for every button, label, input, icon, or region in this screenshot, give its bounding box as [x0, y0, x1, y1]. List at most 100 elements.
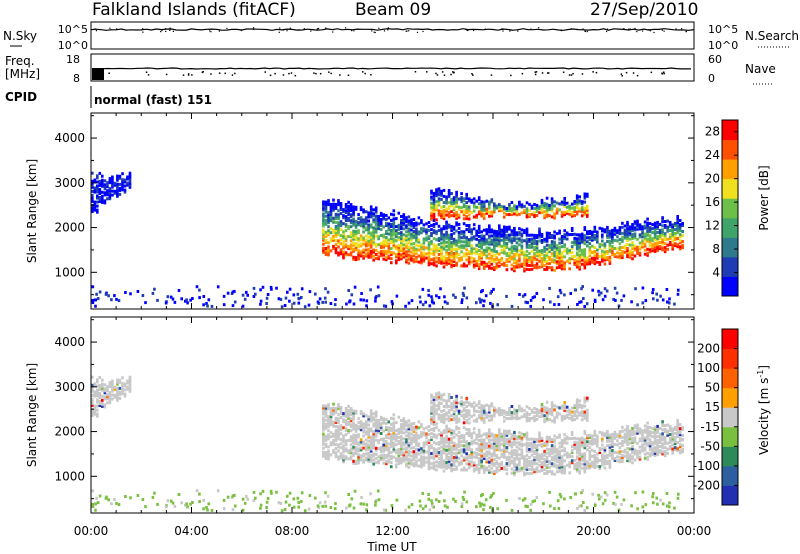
power-cell [633, 222, 637, 226]
velocity-cell [671, 435, 674, 439]
power-cell [374, 296, 377, 300]
velocity-cell [447, 409, 451, 413]
power-cell [477, 234, 481, 238]
power-cell [525, 231, 529, 235]
power-cell [400, 257, 403, 261]
velocity-cell [362, 424, 365, 428]
power-cell [663, 250, 667, 254]
power-cell [515, 237, 519, 241]
velocity-cell [372, 454, 375, 458]
power-cell [633, 254, 637, 258]
velocity-cell [488, 434, 491, 438]
velocity-cell [374, 452, 378, 456]
power-cell [638, 223, 642, 227]
power-cell [563, 199, 566, 202]
power-cell [628, 237, 632, 241]
power-cell [420, 229, 423, 233]
velocity-cell [570, 455, 574, 459]
velocity-cell [349, 419, 353, 423]
velocity-cell [447, 399, 451, 403]
velocity-cell [678, 443, 682, 447]
velocity-cell [618, 442, 622, 446]
power-cell [550, 260, 554, 264]
velocity-cell [482, 446, 486, 450]
velocity-cell [493, 449, 496, 453]
power-cell [611, 249, 614, 252]
noise-dot [252, 28, 254, 30]
velocity-cell [324, 412, 328, 416]
power-cell [573, 214, 576, 218]
power-cell [327, 249, 330, 253]
power-cell [608, 247, 612, 251]
velocity-cell [327, 419, 330, 423]
noise-dot [165, 30, 167, 32]
velocity-cell [673, 436, 677, 439]
power-cell [202, 303, 205, 307]
power-cell [397, 256, 401, 259]
velocity-cell [329, 421, 333, 425]
power-cell [543, 253, 546, 257]
velocity-cell [658, 435, 662, 438]
power-cell [405, 254, 408, 258]
power-cell [525, 259, 529, 263]
power-cell [332, 244, 335, 248]
power-cell [412, 246, 416, 250]
power-cell [580, 206, 584, 210]
power-cell [586, 194, 589, 198]
velocity-cell [427, 463, 431, 467]
velocity-cell [510, 437, 514, 441]
velocity-cell [553, 448, 556, 452]
power-cell [455, 249, 458, 253]
velocity-cell [500, 452, 504, 456]
power-cell [510, 249, 514, 253]
power-cell [553, 214, 556, 218]
velocity-cell [470, 436, 473, 440]
power-cell [353, 285, 357, 289]
power-cell [513, 234, 516, 238]
power-cell [575, 200, 579, 204]
velocity-cell [540, 442, 544, 446]
power-cell [503, 251, 506, 255]
power-cell [525, 243, 529, 247]
power-cell [482, 234, 486, 238]
velocity-cell [387, 454, 391, 458]
velocity-cell [352, 417, 355, 421]
velocity-cell [412, 462, 416, 466]
power-cell [447, 237, 451, 241]
power-cell [121, 178, 124, 182]
power-cell [440, 237, 443, 241]
velocity-cell [543, 472, 546, 475]
power-cell [450, 249, 453, 253]
velocity-cell [385, 444, 388, 448]
power-cell [505, 238, 509, 241]
power-cell [324, 204, 328, 208]
power-cell [369, 239, 373, 243]
velocity-cell [379, 456, 383, 460]
velocity-cell [385, 442, 388, 446]
velocity-cell [420, 461, 423, 465]
power-cell [530, 257, 534, 261]
power-cell [648, 244, 652, 248]
velocity-cell [488, 428, 491, 432]
velocity-cell [591, 438, 594, 442]
velocity-cell [390, 457, 393, 461]
velocity-cell [337, 419, 340, 423]
velocity-cell [515, 435, 519, 439]
velocity-cell [337, 455, 340, 459]
velocity-cell [528, 462, 531, 465]
power-cell [570, 255, 574, 259]
velocity-cell [450, 429, 453, 432]
power-cell [450, 198, 453, 201]
velocity-cell [405, 454, 408, 458]
power-cell [387, 216, 391, 220]
velocity-cell [633, 424, 637, 428]
velocity-cell [495, 456, 499, 460]
power-cell [405, 250, 408, 254]
power-cell [121, 184, 124, 188]
power-cell [583, 256, 587, 260]
velocity-cell [646, 425, 649, 429]
velocity-cell [407, 425, 411, 429]
power-cell [405, 220, 408, 224]
velocity-cell [646, 437, 649, 441]
power-cell [588, 238, 592, 242]
